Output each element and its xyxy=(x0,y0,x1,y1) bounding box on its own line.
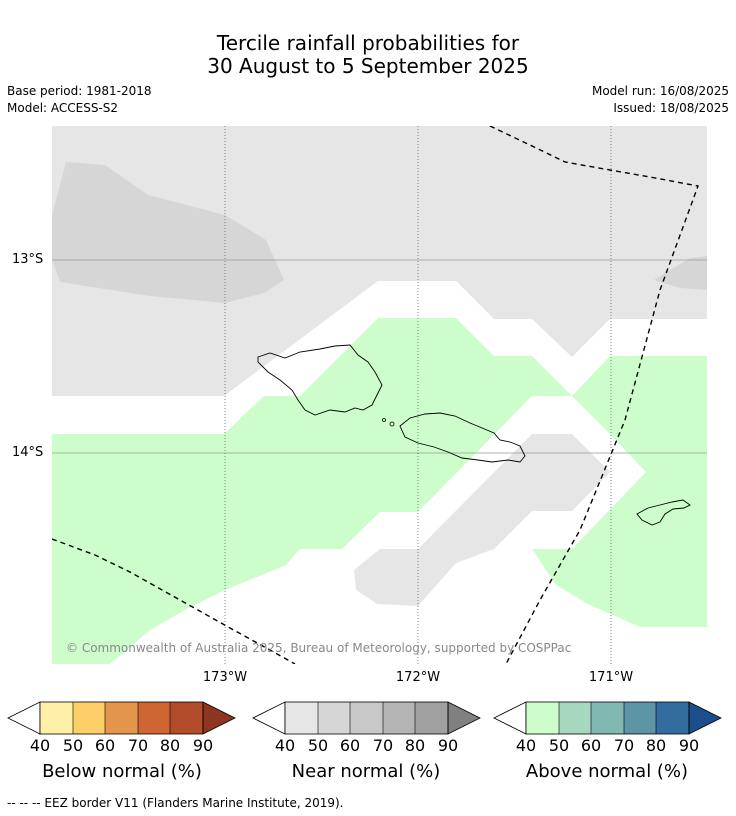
island-tutuila xyxy=(636,499,691,526)
issued-date: Issued: 18/08/2025 xyxy=(613,101,729,115)
colorbar-below-tick: 50 xyxy=(62,736,84,755)
colorbar-below-tick: 80 xyxy=(159,736,181,755)
lon-label-171w: 171°W xyxy=(588,670,634,685)
colorbar-near-tick: 70 xyxy=(372,736,394,755)
eez-border-south xyxy=(52,538,296,664)
colorbar-above-swatch xyxy=(526,702,559,734)
model-name: Model: ACCESS-S2 xyxy=(7,101,119,115)
colorbar-below-title: Below normal (%) xyxy=(42,761,202,782)
colorbar-below-min-arrow xyxy=(7,701,41,735)
colorbar-near-normal xyxy=(252,701,481,735)
colorbar-above-tick: 40 xyxy=(515,736,537,755)
colorbar-near-swatch xyxy=(415,702,448,734)
base-period: Base period: 1981-2018 xyxy=(7,84,152,98)
model-run: Model run: 16/08/2025 xyxy=(591,84,729,98)
near-normal-darker-patch-east xyxy=(654,256,707,290)
above-normal-region xyxy=(52,318,707,664)
colorbar-below-swatch xyxy=(105,702,138,734)
eez-border-north xyxy=(489,126,699,664)
colorbar-above-swatch xyxy=(656,702,689,734)
island-savaii xyxy=(257,344,383,416)
colorbar-above-swatch xyxy=(591,702,624,734)
lat-label-14s: 14°S xyxy=(12,445,44,460)
near-normal-region-north xyxy=(52,126,707,396)
colorbar-near-min-arrow xyxy=(252,701,286,735)
colorbar-near-tick: 80 xyxy=(404,736,426,755)
colorbar-below-normal xyxy=(7,701,236,735)
colorbar-near-swatch xyxy=(285,702,318,734)
colorbar-near-tick: 40 xyxy=(274,736,296,755)
colorbar-near-max-arrow xyxy=(447,701,481,735)
colorbar-near-swatch xyxy=(350,702,383,734)
colorbar-above-tick: 80 xyxy=(645,736,667,755)
colorbar-below-tick: 70 xyxy=(127,736,149,755)
near-normal-region-south xyxy=(354,434,610,606)
colorbar-near-title: Near normal (%) xyxy=(291,761,441,782)
colorbar-below-tick: 60 xyxy=(94,736,116,755)
colorbar-above-normal xyxy=(493,701,722,735)
colorbar-above-tick: 50 xyxy=(548,736,570,755)
colorbar-above-tick: 60 xyxy=(580,736,602,755)
colorbar-above-min-arrow xyxy=(493,701,527,735)
lon-label-172w: 172°W xyxy=(395,670,441,685)
colorbar-above-title: Above normal (%) xyxy=(525,761,689,782)
colorbar-below-tick: 40 xyxy=(29,736,51,755)
map-area xyxy=(52,126,707,664)
colorbar-near-swatch xyxy=(383,702,415,734)
near-normal-darker-patch-west xyxy=(52,162,284,303)
colorbar-below-swatch xyxy=(170,702,203,734)
colorbar-below-swatch xyxy=(73,702,105,734)
colorbar-below-max-arrow xyxy=(202,701,236,735)
colorbar-above-tick: 90 xyxy=(678,736,700,755)
colorbar-near-swatch xyxy=(318,702,350,734)
colorbar-above-max-arrow xyxy=(688,701,722,735)
island-upolu xyxy=(399,412,526,463)
colorbar-near-frame xyxy=(284,701,449,735)
title-line-2: 30 August to 5 September 2025 xyxy=(207,54,529,78)
islet-apolima xyxy=(389,421,395,427)
colorbar-below-frame xyxy=(39,701,204,735)
colorbar-below-swatch xyxy=(138,702,170,734)
colorbar-above-swatch xyxy=(559,702,591,734)
eez-footnote: -- -- -- EEZ border V11 (Flanders Marine… xyxy=(7,796,344,810)
lat-label-13s: 13°S xyxy=(12,252,44,267)
colorbar-above-swatch xyxy=(624,702,656,734)
lon-label-173w: 173°W xyxy=(202,670,248,685)
colorbar-near-tick: 60 xyxy=(339,736,361,755)
colorbar-below-tick: 90 xyxy=(192,736,214,755)
meta-right: Model run: 16/08/2025 Issued: 18/08/2025 xyxy=(592,83,729,117)
meta-left: Base period: 1981-2018 Model: ACCESS-S2 xyxy=(7,83,152,117)
title-line-1: Tercile rainfall probabilities for xyxy=(216,31,520,55)
colorbar-near-tick: 90 xyxy=(437,736,459,755)
colorbar-near-tick: 50 xyxy=(307,736,329,755)
colorbar-above-frame xyxy=(525,701,690,735)
islet-manono xyxy=(382,418,386,422)
colorbar-above-tick: 70 xyxy=(613,736,635,755)
colorbar-below-swatch xyxy=(40,702,73,734)
copyright-notice: © Commonwealth of Australia 2025, Bureau… xyxy=(66,641,572,655)
